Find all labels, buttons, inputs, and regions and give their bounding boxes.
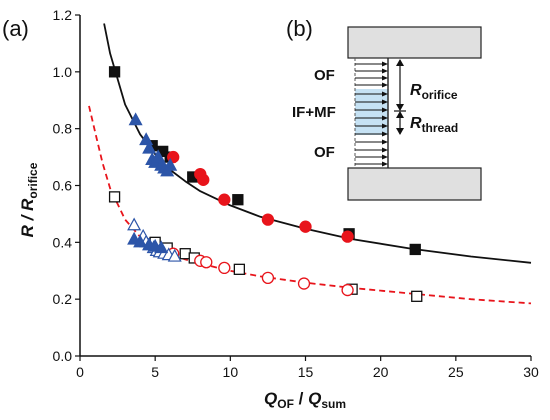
inset-top-plate	[347, 26, 482, 59]
r-orifice-label-sub: orifice	[422, 88, 458, 102]
flow-arrowhead	[382, 131, 388, 137]
flow-arrowhead	[382, 115, 388, 121]
marker-filled-triangle	[128, 112, 143, 126]
y-axis-title-main: R / R	[18, 198, 37, 237]
flow-arrowhead	[382, 161, 388, 167]
marker-open-circle	[261, 271, 275, 285]
flow-arrowhead	[382, 147, 388, 153]
marker-filled-circle	[218, 193, 231, 206]
marker-filled-triangle	[163, 157, 178, 171]
x-tick-label: 25	[448, 364, 464, 380]
panel-b-label: (b)	[286, 16, 313, 41]
flow-arrowhead	[382, 154, 388, 160]
x-axis-title-q1: Q	[264, 389, 277, 408]
marker-open-circle	[218, 261, 231, 275]
r-orifice-arrowhead	[396, 59, 404, 66]
x-tick-label: 30	[523, 364, 539, 380]
panel-a-label: (a)	[2, 16, 29, 41]
r-thread-label-main: R	[410, 115, 422, 132]
marker-filled-circle	[197, 173, 210, 186]
marker-open-triangle	[167, 248, 182, 262]
r-orifice-label: Rorifice	[410, 82, 458, 102]
flow-arrowhead	[382, 61, 388, 67]
y-tick-label: 0.2	[53, 291, 73, 307]
flow-arrowhead	[382, 99, 388, 105]
flow-arrowhead	[382, 75, 388, 81]
marker-filled-triangle	[142, 140, 157, 154]
flow-arrowhead	[382, 68, 388, 74]
y-tick-label: 0.6	[53, 178, 73, 194]
marker-filled-square	[108, 66, 121, 78]
r-thread-arrowhead-bottom	[396, 128, 404, 135]
x-axis-title: QOF / Qsum	[264, 389, 346, 411]
inset-flow-arrows	[355, 61, 388, 167]
marker-open-square	[233, 263, 246, 275]
x-axis-title-sub2: sum	[321, 397, 346, 411]
data-markers	[108, 66, 423, 302]
flow-arrowhead	[382, 107, 388, 113]
flow-arrowhead	[382, 82, 388, 88]
flow-arrowhead	[382, 123, 388, 129]
y-axis-title-sub: orifice	[26, 162, 40, 198]
marker-filled-triangle	[133, 234, 148, 248]
inset-diagram: (b) OF IF+MF OF Rorifice Rthread	[286, 16, 482, 201]
fit-curve-dashed	[88, 105, 532, 305]
x-axis-title-sep: /	[294, 389, 308, 408]
x-axis-title-q2: Q	[308, 389, 321, 408]
marker-filled-circle	[261, 213, 275, 226]
flow-arrowhead	[382, 139, 388, 145]
inset-label-of-bottom: OF	[314, 144, 335, 161]
marker-open-square	[108, 191, 121, 203]
flow-arrowhead	[382, 91, 388, 97]
marker-filled-triangle	[154, 240, 169, 254]
x-tick-label: 20	[373, 364, 389, 380]
marker-open-square	[411, 290, 423, 302]
fit-curve-solid	[103, 23, 532, 264]
y-tick-label: 0.4	[53, 234, 73, 250]
y-axis-title: R / Rorifice	[18, 162, 40, 237]
x-tick-label: 5	[151, 364, 159, 380]
x-tick-label: 0	[76, 364, 84, 380]
y-tick-label: 0.0	[53, 348, 73, 364]
inset-bottom-plate	[347, 167, 482, 201]
inset-label-of-top: OF	[314, 67, 335, 84]
marker-filled-square	[232, 194, 244, 206]
r-orifice-label-main: R	[410, 82, 422, 99]
marker-filled-square	[409, 243, 421, 256]
marker-open-triangle	[127, 217, 142, 231]
x-tick-label: 15	[298, 364, 314, 380]
marker-filled-circle	[341, 230, 354, 243]
y-tick-label: 1.2	[53, 7, 73, 23]
y-tick-label: 1.0	[53, 64, 73, 80]
r-thread-label-sub: thread	[422, 121, 459, 135]
inset-label-if-mf: IF+MF	[292, 104, 336, 121]
r-thread-arrowhead	[396, 111, 404, 118]
marker-filled-triangle	[139, 132, 154, 146]
y-axis-ticks: 0.0 0.2 0.4 0.6 0.8 1.0 1.2	[53, 7, 80, 364]
x-tick-label: 10	[223, 364, 239, 380]
fit-curves	[88, 23, 532, 305]
marker-open-circle	[200, 256, 213, 269]
r-thread-label: Rthread	[410, 115, 458, 135]
marker-open-circle	[297, 277, 311, 290]
marker-open-circle	[341, 283, 354, 297]
y-tick-label: 0.8	[53, 121, 73, 137]
x-axis-ticks: 0 5 10 15 20 25 30	[76, 356, 539, 380]
x-axis-title-sub1: OF	[277, 397, 294, 411]
marker-filled-circle	[299, 220, 312, 233]
r-orifice-arrowhead-bottom	[396, 104, 404, 111]
